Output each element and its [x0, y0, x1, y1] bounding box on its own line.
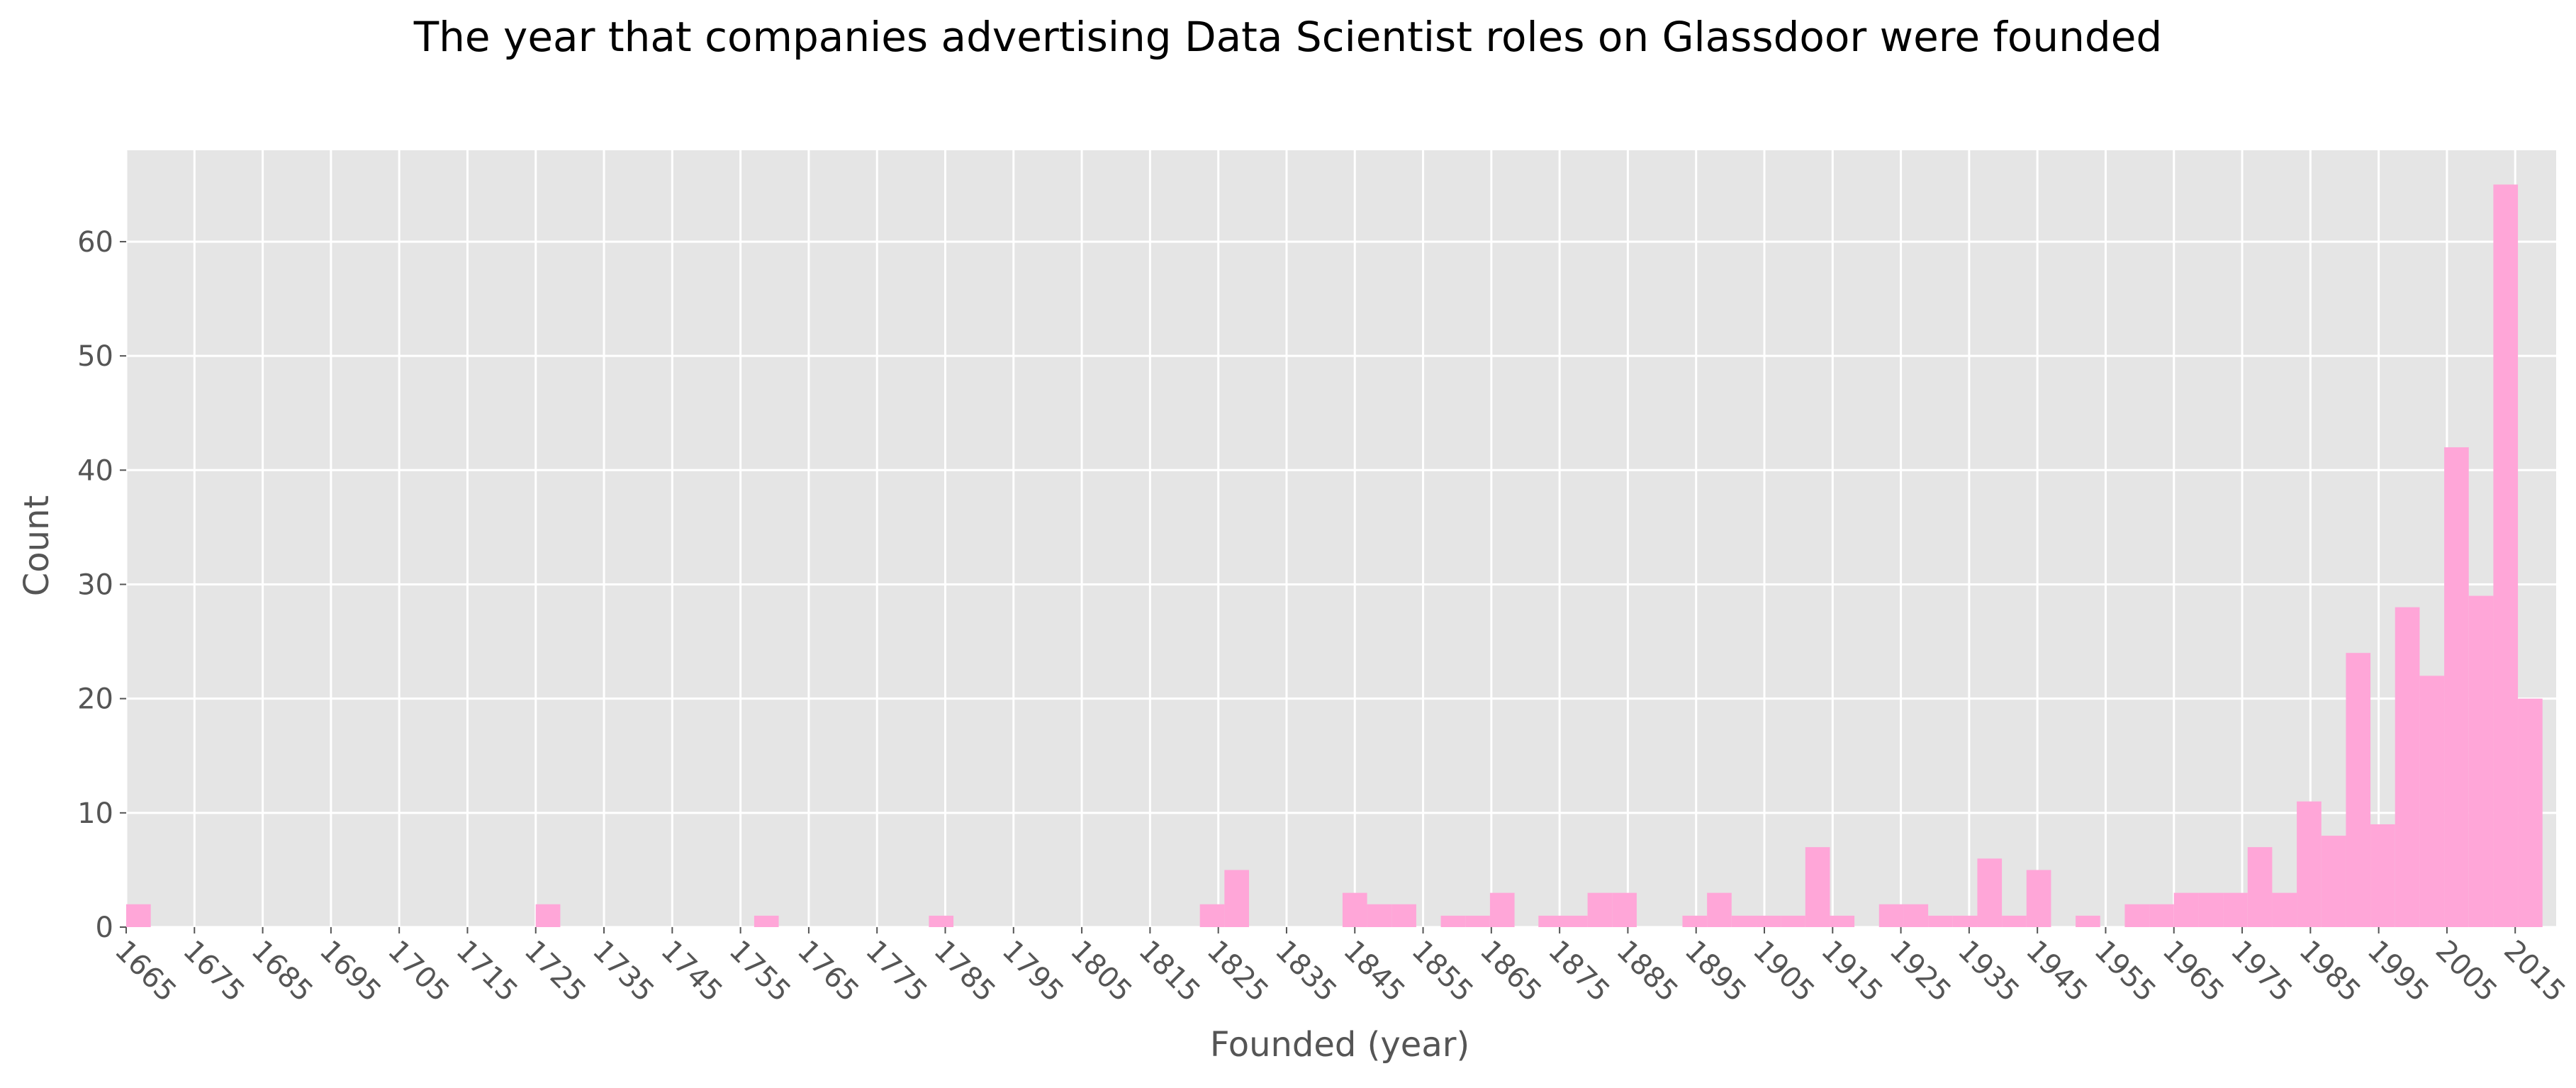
- histogram-bar: [1587, 892, 1613, 927]
- histogram-bar: [1977, 858, 2003, 927]
- histogram-bar: [1756, 915, 1781, 927]
- histogram-bar: [2297, 801, 2322, 927]
- x-tick-label: 1965: [2156, 934, 2231, 1009]
- x-tick-label: 1735: [586, 934, 661, 1009]
- x-tick-label: 1905: [1747, 934, 1821, 1009]
- x-tick-label: 1825: [1201, 934, 1275, 1009]
- histogram-bar: [1805, 847, 1830, 927]
- x-tick-label: 1795: [996, 934, 1070, 1009]
- histogram-bar: [1440, 915, 1466, 927]
- x-tick-label: 1665: [108, 934, 183, 1009]
- x-tick-label: 1835: [1269, 934, 1343, 1009]
- y-tick-label: 40: [77, 454, 113, 487]
- histogram-bar: [2223, 892, 2248, 927]
- x-tick-label: 1925: [1883, 934, 1958, 1009]
- plot-background: [126, 150, 2556, 927]
- histogram-bars: [126, 184, 2543, 928]
- histogram-bar: [754, 915, 779, 927]
- y-axis-label: Count: [17, 495, 57, 597]
- histogram-bar: [929, 915, 954, 927]
- x-tick-label: 1775: [859, 934, 934, 1009]
- histogram-bar: [2076, 915, 2100, 927]
- histogram-bar: [2468, 595, 2494, 927]
- histogram-bar: [2395, 607, 2420, 927]
- x-tick-label: 1815: [1132, 934, 1206, 1009]
- x-tick-label: 1685: [245, 934, 320, 1009]
- x-tick-label: 1845: [1337, 934, 1411, 1009]
- histogram-bar: [1731, 915, 1757, 927]
- histogram-bar: [1538, 915, 1563, 927]
- x-tick-label: 1725: [518, 934, 593, 1009]
- x-tick-label: 1745: [654, 934, 729, 1009]
- x-tick-label: 1865: [1474, 934, 1548, 1009]
- x-tick-label: 1975: [2224, 934, 2299, 1009]
- histogram-bar: [126, 904, 151, 927]
- histogram-bar: [1562, 915, 1588, 927]
- histogram-bar: [1952, 915, 1978, 927]
- histogram-bar: [2173, 892, 2199, 927]
- x-axis-label: Founded (year): [1210, 1025, 1469, 1065]
- histogram-bar: [1903, 904, 1929, 927]
- x-tick-label: 1995: [2361, 934, 2436, 1009]
- histogram-bar: [1878, 904, 1904, 927]
- histogram-bar: [1707, 892, 1732, 927]
- x-tick-label: 1935: [1951, 934, 2026, 1009]
- x-tick-label: 1805: [1064, 934, 1138, 1009]
- histogram-bar: [1465, 915, 1490, 927]
- histogram-bar: [1781, 915, 1805, 927]
- histogram-bar: [1830, 915, 1855, 927]
- x-tick-label: 1785: [927, 934, 1002, 1009]
- y-tick-label: 60: [77, 226, 113, 259]
- x-tick-label: 1695: [313, 934, 388, 1009]
- x-tick-label: 1875: [1542, 934, 1616, 1009]
- x-tick-label: 1715: [449, 934, 524, 1009]
- histogram-bar: [1391, 904, 1416, 927]
- histogram-bar: [2002, 915, 2027, 927]
- y-tick-label: 10: [77, 797, 113, 830]
- histogram-bar: [1612, 892, 1637, 927]
- histogram-bar: [1489, 892, 1515, 927]
- histogram-bar: [2272, 892, 2297, 927]
- y-tick-label: 30: [77, 568, 113, 601]
- histogram-bar: [2444, 447, 2469, 927]
- histogram-bar: [2419, 675, 2445, 927]
- x-tick-label: 1855: [1405, 934, 1479, 1009]
- y-tick-label: 20: [77, 683, 113, 716]
- histogram-bar: [2346, 653, 2371, 927]
- histogram-bar: [2198, 892, 2224, 927]
- x-tick-label: 2005: [2429, 934, 2504, 1009]
- histogram-bar: [2518, 698, 2543, 927]
- histogram-bar: [535, 904, 561, 927]
- y-tick-label: 50: [77, 340, 113, 373]
- histogram-bar: [2149, 904, 2174, 927]
- histogram-bar: [2247, 847, 2273, 927]
- histogram-bar: [2124, 904, 2150, 927]
- histogram-bar: [2026, 870, 2051, 927]
- x-tick-label: 1985: [2292, 934, 2367, 1009]
- x-tick-label: 1955: [2088, 934, 2162, 1009]
- x-tick-label: 1895: [1679, 934, 1753, 1009]
- x-tick-label: 2015: [2497, 934, 2572, 1009]
- y-axis-ticks: 0 10 20 30 40 50 60: [77, 226, 126, 944]
- histogram-bar: [2493, 184, 2519, 928]
- x-tick-label: 1885: [1610, 934, 1684, 1009]
- x-axis-ticks: 1665167516851695170517151725173517451755…: [108, 927, 2572, 1009]
- x-tick-label: 1755: [723, 934, 797, 1009]
- histogram-bar: [1342, 892, 1367, 927]
- x-tick-label: 1705: [381, 934, 456, 1009]
- x-tick-label: 1765: [791, 934, 866, 1009]
- y-tick-label: 0: [96, 912, 113, 944]
- chart-title: The year that companies advertising Data…: [413, 13, 2163, 61]
- histogram-bar: [1224, 870, 1250, 927]
- histogram-bar: [2321, 836, 2346, 927]
- x-tick-label: 1915: [1815, 934, 1889, 1009]
- histogram-bar: [1199, 904, 1225, 927]
- histogram-bar: [1928, 915, 1953, 927]
- histogram-bar: [2370, 824, 2395, 927]
- x-tick-label: 1945: [2020, 934, 2094, 1009]
- histogram-bar: [1682, 915, 1708, 927]
- x-tick-label: 1675: [177, 934, 251, 1009]
- histogram-bar: [1367, 904, 1392, 927]
